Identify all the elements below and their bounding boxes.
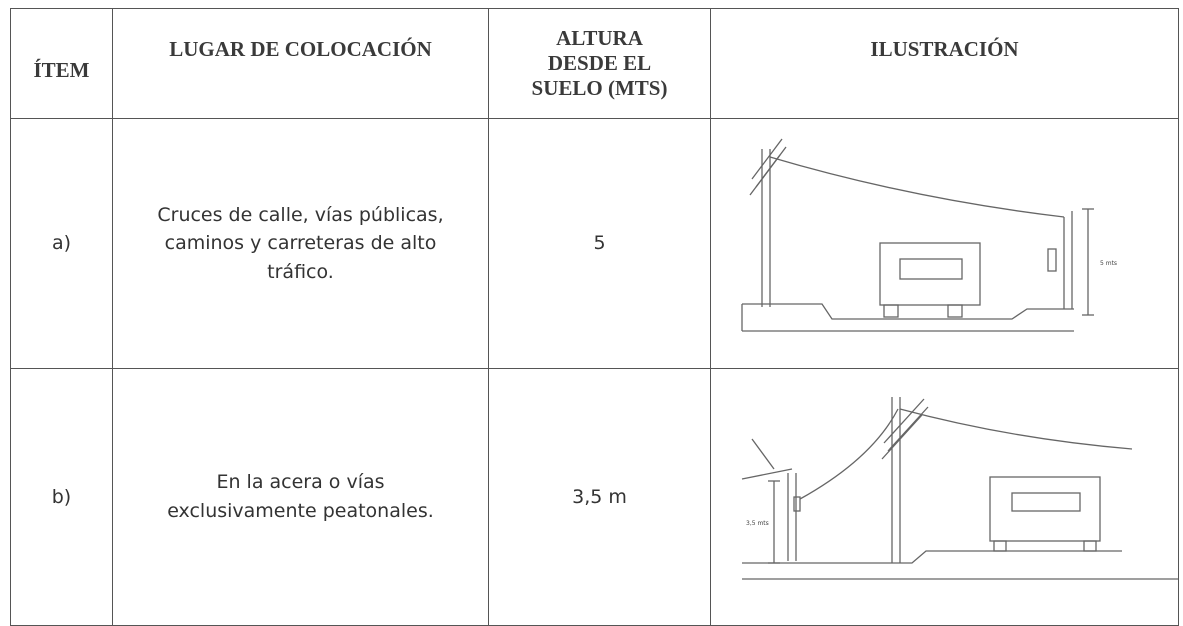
page: ÍTEM LUGAR DE COLOCACIÓN ALTURA DESDE EL… <box>10 8 1179 626</box>
header-cell: ÍTEM <box>10 8 113 119</box>
header-cell: ILUSTRACIÓN <box>710 8 1179 119</box>
header-text: ÍTEM <box>33 58 90 82</box>
height-table: ÍTEM LUGAR DE COLOCACIÓN ALTURA DESDE EL… <box>10 8 1179 626</box>
illustration-cell: 3,5 mts <box>710 367 1179 626</box>
row: b) En la acera o vías exclusivamente pea… <box>10 367 1179 626</box>
illustration: 3,5 mts <box>741 396 1178 580</box>
measure-label: 5 mts <box>1100 260 1117 267</box>
header-text: ALTURA DESDE EL SUELO (MTS) <box>531 25 668 101</box>
place-text: Cruces de calle, vías públicas, caminos … <box>157 203 444 283</box>
header-row: ÍTEM LUGAR DE COLOCACIÓN ALTURA DESDE EL… <box>10 8 1179 119</box>
place-text: En la acera o vías exclusivamente peaton… <box>167 471 434 522</box>
header-cell: LUGAR DE COLOCACIÓN <box>112 8 489 119</box>
height-cell: 3,5 m <box>488 367 711 626</box>
illustration-cell: 5 mts <box>710 118 1179 369</box>
header-cell: ALTURA DESDE EL SUELO (MTS) <box>488 8 711 119</box>
height-cell: 5 <box>488 118 711 369</box>
header-text: ILUSTRACIÓN <box>870 37 1019 61</box>
item-cell: b) <box>10 367 113 626</box>
header-text: LUGAR DE COLOCACIÓN <box>169 37 432 61</box>
illustration: 5 mts <box>740 138 1117 332</box>
item-cell: a) <box>10 118 113 369</box>
measure-label: 3,5 mts <box>746 520 769 527</box>
row: a) Cruces de calle, vías públicas, camin… <box>10 118 1179 369</box>
place-cell: Cruces de calle, vías públicas, caminos … <box>112 118 489 369</box>
place-cell: En la acera o vías exclusivamente peaton… <box>112 367 489 626</box>
